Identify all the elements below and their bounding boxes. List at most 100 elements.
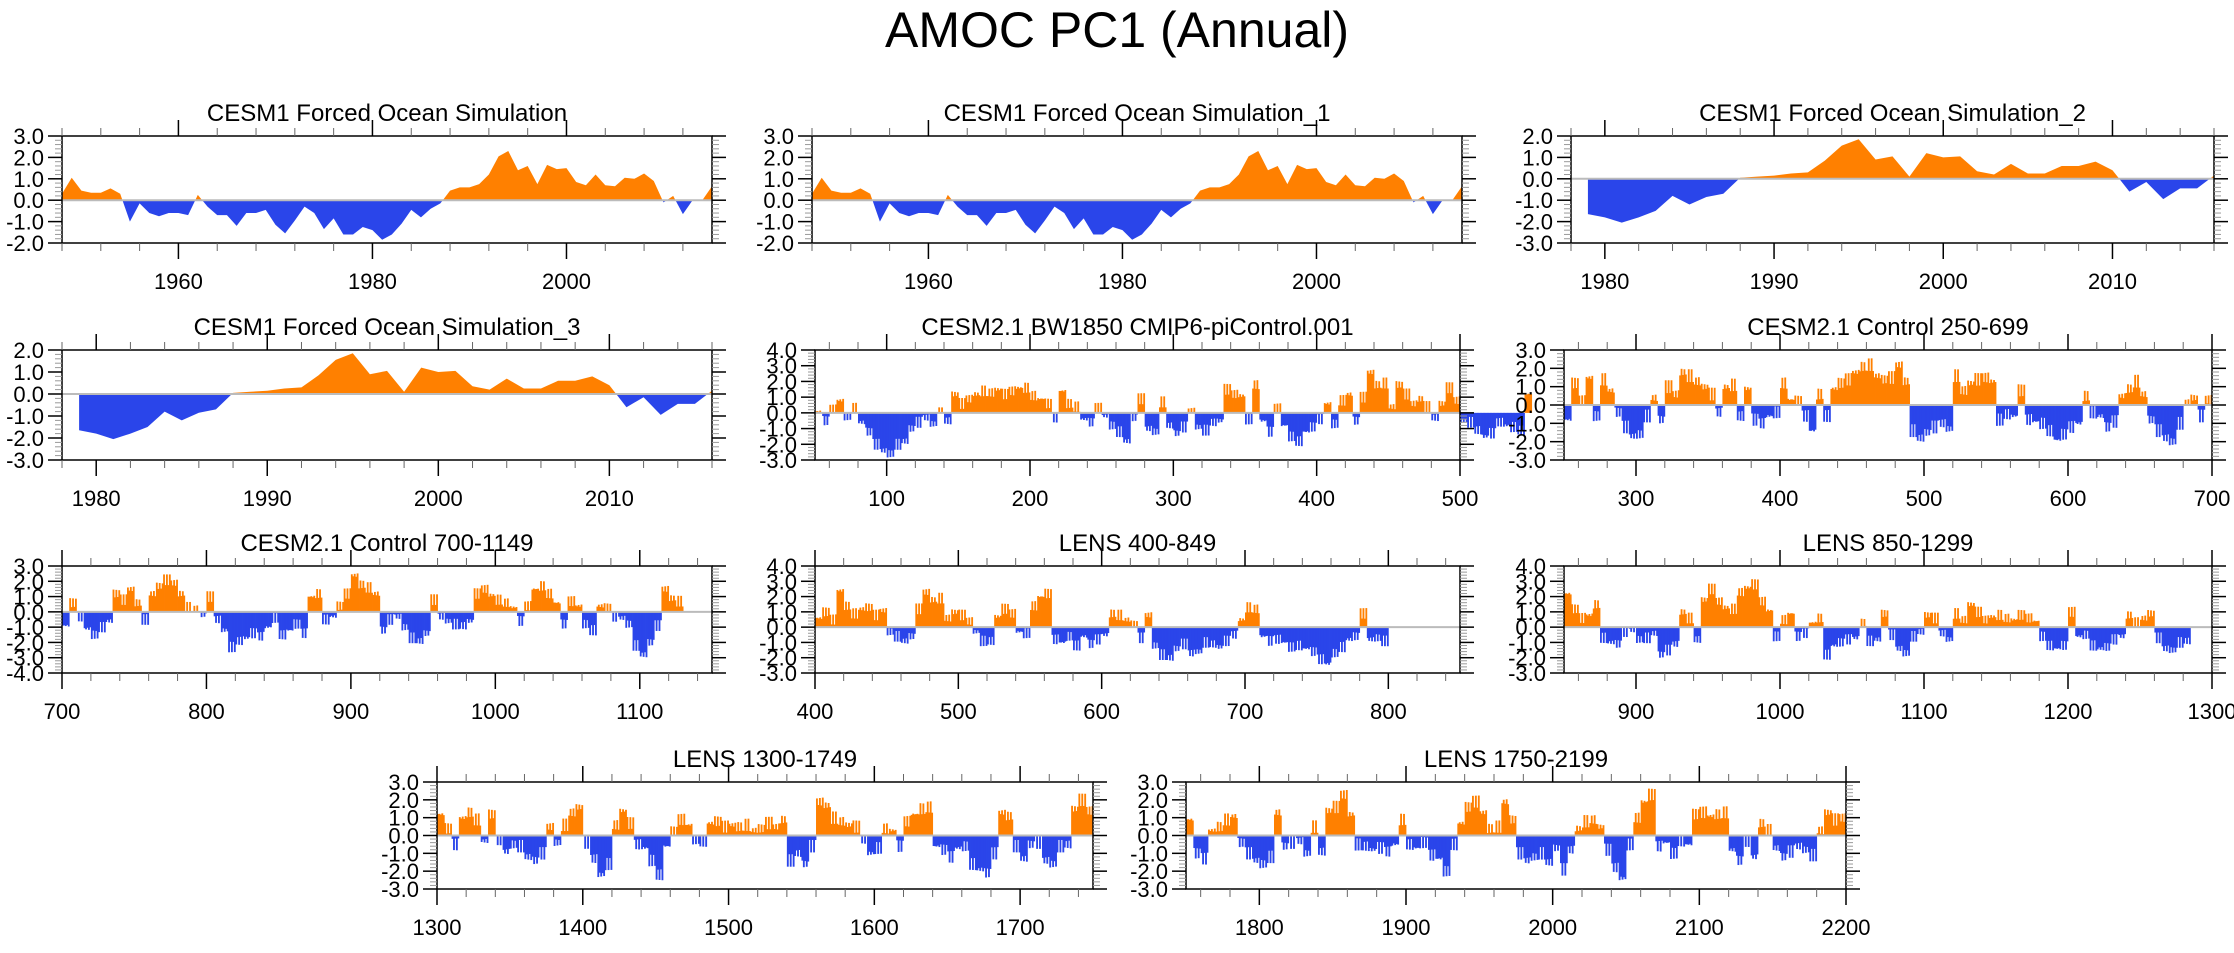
- positive-bar: [1077, 401, 1079, 412]
- y-tick-label: 0.0: [763, 188, 794, 213]
- y-tick-label: 4.0: [766, 554, 797, 579]
- negative-bar: [1318, 413, 1320, 424]
- y-tick-label: 1.0: [763, 167, 794, 192]
- x-tick-label: 700: [44, 699, 81, 724]
- negative-bar: [849, 413, 851, 420]
- negative-bar: [1773, 405, 1775, 418]
- x-tick-label: 2000: [414, 486, 463, 511]
- y-tick-label: 3.0: [763, 124, 794, 149]
- negative-bar: [1573, 836, 1575, 846]
- negative-bar: [1293, 836, 1295, 849]
- negative-area: [79, 394, 712, 439]
- figure-title: AMOC PC1 (Annual): [0, 2, 2234, 58]
- y-tick-label: 4.0: [1515, 554, 1546, 579]
- negative-bar: [1951, 627, 1953, 641]
- negative-bar: [111, 612, 113, 623]
- positive-bar: [1405, 825, 1407, 836]
- positive-bar: [1277, 404, 1279, 413]
- positive-bar: [1794, 396, 1796, 405]
- positive-bar: [183, 596, 185, 612]
- positive-bar: [1428, 401, 1430, 413]
- positive-bar: [1603, 825, 1605, 835]
- negative-bar: [1632, 836, 1634, 851]
- x-tick-label: 900: [1618, 699, 1655, 724]
- negative-bar: [1248, 413, 1250, 424]
- positive-bar: [1150, 612, 1152, 627]
- y-tick-label: 2.0: [13, 338, 44, 363]
- negative-bar: [78, 612, 80, 621]
- negative-bar: [660, 612, 662, 620]
- negative-bar: [705, 836, 707, 847]
- x-tick-label: 1980: [1580, 269, 1629, 294]
- positive-bar: [1236, 818, 1238, 835]
- positive-bar: [450, 824, 452, 836]
- positive-bar: [527, 601, 529, 612]
- negative-bar: [1748, 836, 1750, 847]
- negative-bar: [1036, 836, 1038, 849]
- positive-bar: [1365, 608, 1367, 627]
- negative-bar: [1315, 413, 1317, 423]
- y-tick-label: -1.0: [6, 404, 44, 429]
- negative-bar: [935, 413, 937, 426]
- positive-bar: [1887, 610, 1889, 627]
- positive-bar: [855, 403, 857, 413]
- negative-bar: [1923, 627, 1925, 635]
- negative-bar: [1029, 627, 1031, 638]
- positive-bar: [479, 826, 481, 836]
- negative-bar: [1779, 627, 1781, 641]
- y-tick-label: -3.0: [6, 448, 44, 473]
- y-tick-label: 0.0: [13, 382, 44, 407]
- x-tick-label: 800: [1370, 699, 1407, 724]
- negative-bar: [997, 836, 999, 848]
- negative-bar: [1951, 405, 1953, 431]
- negative-bar: [1456, 836, 1458, 851]
- positive-bar: [670, 826, 672, 835]
- y-tick-label: 1.0: [1522, 145, 1553, 170]
- negative-bar: [1056, 413, 1058, 423]
- positive-bar: [971, 617, 973, 627]
- negative-bar: [1272, 413, 1274, 427]
- negative-bar: [1039, 836, 1041, 849]
- positive-bar: [2196, 396, 2198, 405]
- negative-bar: [1678, 627, 1680, 641]
- x-tick-label: 500: [1442, 486, 1479, 511]
- positive-bar: [1192, 820, 1194, 835]
- negative-bar: [699, 836, 701, 847]
- negative-bar: [2189, 627, 2191, 644]
- x-tick-label: 1600: [850, 915, 899, 940]
- y-tick-label: -2.0: [6, 426, 44, 451]
- positive-bar: [1014, 609, 1016, 627]
- negative-bar: [429, 612, 431, 631]
- y-tick-label: -1.0: [6, 210, 44, 235]
- x-tick-label: 2200: [1822, 915, 1871, 940]
- negative-bar: [1337, 413, 1339, 428]
- negative-bar: [1699, 627, 1701, 643]
- positive-bar: [2134, 617, 2136, 627]
- positive-bar: [2153, 611, 2155, 627]
- negative-bar: [271, 612, 273, 623]
- chart-panel: CESM1 Forced Ocean Simulation_3-3.0-2.0-…: [0, 314, 774, 524]
- negative-bar: [1677, 836, 1679, 847]
- x-tick-label: 1300: [413, 915, 462, 940]
- x-tick-label: 400: [1298, 486, 1335, 511]
- positive-bar: [1011, 819, 1013, 835]
- x-tick-label: 2010: [2088, 269, 2137, 294]
- negative-bar: [1186, 413, 1188, 422]
- positive-bar: [1764, 827, 1766, 836]
- positive-bar: [1800, 396, 1802, 405]
- positive-bar: [1258, 389, 1260, 413]
- positive-bar: [1143, 393, 1145, 413]
- negative-area: [1588, 179, 2214, 223]
- negative-bar: [1070, 836, 1072, 849]
- positive-bar: [1274, 404, 1276, 413]
- positive-bar: [189, 602, 191, 612]
- positive-bar: [1130, 620, 1132, 627]
- negative-bar: [1290, 836, 1292, 849]
- y-tick-label: 3.0: [13, 554, 44, 579]
- negative-bar: [1387, 627, 1389, 646]
- x-tick-label: 700: [2194, 486, 2231, 511]
- negative-area: [812, 200, 1462, 240]
